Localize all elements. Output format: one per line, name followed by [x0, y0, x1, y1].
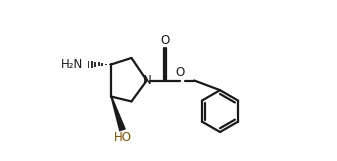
Text: H₂N: H₂N: [61, 58, 83, 71]
Text: N: N: [143, 74, 151, 87]
Text: HO: HO: [114, 131, 132, 144]
Text: O: O: [160, 34, 169, 47]
Text: O: O: [175, 66, 184, 79]
Polygon shape: [111, 96, 126, 132]
